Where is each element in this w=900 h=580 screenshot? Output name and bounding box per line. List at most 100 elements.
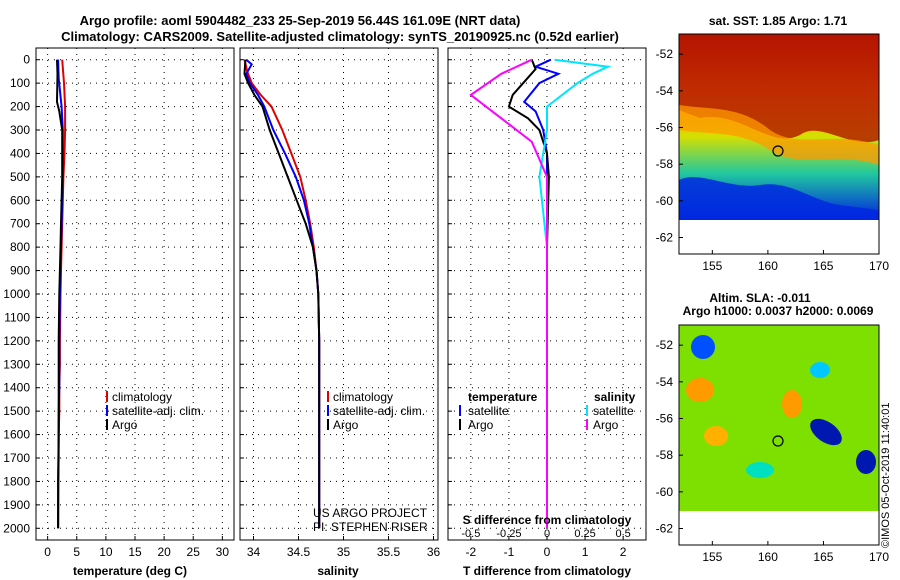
sla-lat-tick-label: -54 <box>656 375 674 389</box>
sst-map-frame <box>678 33 880 255</box>
series-layer <box>55 58 612 529</box>
pi-credit: PI: STEPHEN RISER <box>313 520 428 534</box>
legend-swatch-climatology <box>106 391 108 402</box>
depth-tick-label: 1800 <box>3 474 30 488</box>
sst-lat-tick-label: -54 <box>656 84 674 98</box>
legend-label-sal-argo: Argo <box>593 418 619 432</box>
depth-tick-label: 800 <box>10 240 30 254</box>
sst-no-data-area <box>679 220 879 254</box>
legend-swatch-temp-satellite <box>459 405 461 416</box>
sst-lat-tick-label: -58 <box>656 157 674 171</box>
legend-swatch-argo <box>106 419 108 430</box>
series-line-salinity-argo <box>469 58 548 529</box>
depth-tick-label: 1200 <box>3 334 30 348</box>
depth-tick-label: 100 <box>10 76 30 90</box>
difference-x-tick-label: 0 <box>544 545 551 559</box>
project-credit: US ARGO PROJECT <box>313 506 428 520</box>
depth-tick-label: 1900 <box>3 498 30 512</box>
sla-map-subtitle: Argo h1000: 0.0037 h2000: 0.0069 <box>683 304 874 318</box>
temperature-x-tick-label: 15 <box>128 545 142 559</box>
tick-layer: 0100200300400500600700800900100011001200… <box>3 53 631 559</box>
legend-swatch-climatology <box>327 391 329 402</box>
sla-lon-tick-label: 170 <box>869 550 889 564</box>
sst-lat-tick-label: -62 <box>656 231 674 245</box>
sst-lat-tick-label: -60 <box>656 194 674 208</box>
depth-tick-label: 300 <box>10 123 30 137</box>
temperature-xlabel: temperature (deg C) <box>73 564 187 578</box>
sla-lon-tick-label: 160 <box>758 550 778 564</box>
legend-title-salinity: salinity <box>594 390 636 404</box>
float-position-marker-sla <box>772 435 784 447</box>
sst-lon-tick-label: 155 <box>702 259 722 273</box>
depth-tick-label: 900 <box>10 264 30 278</box>
temperature-x-tick-label: 0 <box>44 545 51 559</box>
sla-map-title: Altim. SLA: -0.011 <box>709 291 811 305</box>
sla-high-anomaly <box>704 426 728 446</box>
sst-lon-tick-label: 170 <box>869 259 889 273</box>
sla-lat-tick-label: -58 <box>656 448 674 462</box>
depth-tick-label: 1300 <box>3 357 30 371</box>
legend-swatch-sal-satellite <box>586 405 588 416</box>
sla-high-anomaly <box>686 378 714 402</box>
sst-map-title: sat. SST: 1.85 Argo: 1.71 <box>709 14 848 28</box>
salinity-xlabel: salinity <box>317 564 359 578</box>
float-position-marker-sst <box>772 145 784 157</box>
legend-label-satellite-adj: satellite-adj. clim. <box>112 404 204 418</box>
sla-map <box>678 324 880 546</box>
legend-label-satellite-adj: satellite-adj. clim. <box>333 404 425 418</box>
s-difference-label: S difference from climatology <box>463 513 632 527</box>
sst-orange-band <box>679 105 879 165</box>
depth-tick-label: 500 <box>10 170 30 184</box>
difference-x-tick-label: -1 <box>504 545 515 559</box>
depth-tick-label: 1700 <box>3 451 30 465</box>
sst-cold-region <box>679 177 879 220</box>
sla-lat-tick-label: -56 <box>656 412 674 426</box>
chart-title-line1: Argo profile: aoml 5904482_233 25-Sep-20… <box>80 13 521 28</box>
legend-label-argo: Argo <box>333 418 359 432</box>
salinity-x-tick-label: 35.5 <box>377 545 401 559</box>
s-difference-tick-label: 0.5 <box>616 528 631 540</box>
sla-no-data-area <box>679 511 879 545</box>
sst-lat-tick-label: -52 <box>656 47 674 61</box>
sla-high-anomaly <box>782 390 802 418</box>
legend-swatch-satellite-adj <box>106 405 108 416</box>
temperature-x-tick-label: 30 <box>216 545 230 559</box>
legend-label-climatology: climatology <box>333 390 393 404</box>
legend-title-temperature: temperature <box>468 390 538 404</box>
legend-swatch-temp-argo <box>459 419 461 430</box>
sla-map-frame <box>678 324 880 546</box>
depth-tick-label: 1500 <box>3 404 30 418</box>
temperature-x-tick-label: 20 <box>157 545 171 559</box>
difference-xlabel: T difference from climatology <box>463 564 631 578</box>
legend-swatch-satellite-adj <box>327 405 329 416</box>
s-difference-tick-label: 0 <box>544 528 550 540</box>
difference-x-tick-label: 1 <box>582 545 589 559</box>
sst-map <box>678 33 880 255</box>
depth-tick-label: 0 <box>23 53 30 67</box>
difference-legend-temperature: temperature satellite Argo <box>459 390 538 432</box>
sla-low-anomaly <box>746 462 774 478</box>
depth-tick-label: 2000 <box>3 521 30 535</box>
map-axis-layer: 155 160 165 170 -52 -54 -56 -58 -60 -62 155 160 165 1… <box>656 47 890 564</box>
salinity-legend: climatology satellite-adj. clim. Argo <box>327 390 425 432</box>
sla-lon-tick-label: 165 <box>813 550 833 564</box>
salinity-x-tick-label: 36 <box>427 545 441 559</box>
sla-low-anomaly <box>810 418 842 446</box>
depth-tick-label: 400 <box>10 146 30 160</box>
series-line-argo <box>243 59 321 529</box>
imos-watermark: ©IMOS 05-Oct-2019 11:40:01 <box>880 403 892 548</box>
series-line-argo <box>55 59 64 529</box>
difference-legend-salinity: salinity satellite Argo <box>586 390 636 432</box>
depth-tick-label: 1600 <box>3 428 30 442</box>
depth-tick-label: 700 <box>10 217 30 231</box>
sla-lon-tick-label: 155 <box>702 550 722 564</box>
temperature-x-tick-label: 10 <box>99 545 113 559</box>
temperature-x-tick-label: 25 <box>187 545 201 559</box>
depth-tick-label: 600 <box>10 193 30 207</box>
legend-label-sal-satellite: satellite <box>593 404 634 418</box>
difference-x-tick-label: 2 <box>620 545 627 559</box>
legend-label-temp-satellite: satellite <box>468 404 509 418</box>
grid-layer <box>36 48 646 540</box>
legend-label-climatology: climatology <box>112 390 172 404</box>
